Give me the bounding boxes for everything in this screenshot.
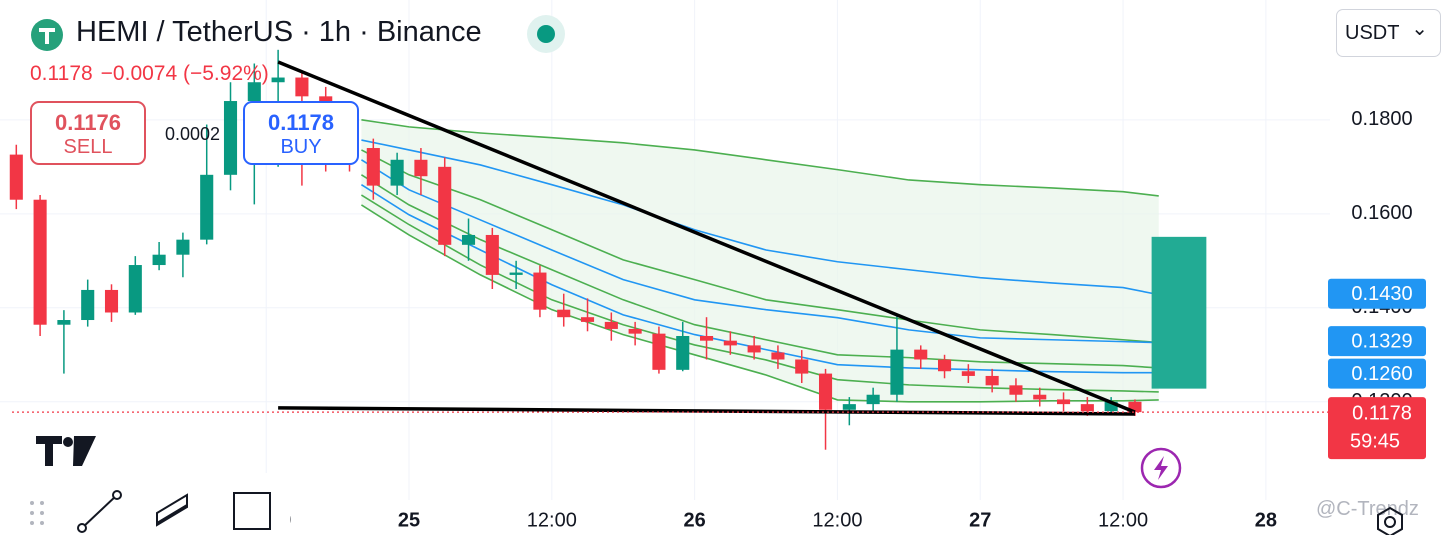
buy-label: BUY (280, 136, 322, 158)
spread: 0.0002 (165, 124, 221, 144)
candle-body (747, 345, 761, 353)
change: −0.0074 (−5.92%) (100, 62, 269, 85)
candle-body (557, 309, 571, 318)
candle-body (723, 340, 737, 346)
band-line (360, 159, 1159, 344)
trend-line (278, 406, 1135, 416)
trend-line (277, 60, 1136, 414)
last-price-label: 0.1178 (1352, 402, 1412, 424)
candle-body (937, 359, 952, 372)
band-line (360, 174, 1159, 369)
candle-body (1104, 401, 1118, 412)
price-label-box (1328, 326, 1426, 357)
candle-body (1009, 385, 1023, 395)
candle-body (818, 373, 833, 410)
settings-button[interactable] (1372, 505, 1408, 535)
candle-body (914, 349, 928, 360)
candle-body (33, 199, 47, 325)
band-line (360, 194, 1159, 393)
price-label-box (1328, 278, 1426, 309)
candle-body (81, 289, 95, 321)
y-tick-label: 0.1600 (1351, 202, 1412, 224)
candle-body (533, 272, 547, 310)
candle-body (461, 234, 476, 245)
band-line (361, 119, 1159, 197)
price-label: 0.1260 (1351, 363, 1412, 385)
price-label-box (1328, 358, 1426, 389)
buy-price: 0.1178 (267, 110, 335, 135)
x-tick-label: 25 (398, 509, 420, 531)
candle-body (152, 254, 166, 266)
y-tick-label: 0.1800 (1351, 108, 1412, 130)
candle-body (295, 77, 309, 97)
lightning-button[interactable] (1138, 446, 1184, 492)
x-tick-label: 26 (684, 509, 706, 531)
last-price: 0.1178 (30, 62, 93, 85)
candle-body (795, 359, 809, 374)
candle-body (628, 328, 642, 334)
candle-body (104, 289, 119, 313)
tether-icon (31, 19, 63, 51)
candle-body (438, 166, 452, 245)
candle-body (223, 101, 238, 175)
candle-body (1080, 404, 1094, 412)
candle-body (652, 333, 666, 370)
candle-body (1033, 394, 1047, 400)
candle-body (366, 148, 380, 186)
candle-body (128, 265, 142, 313)
candle-body (771, 352, 785, 360)
band-line (360, 204, 1159, 403)
last-price-box (1328, 397, 1426, 460)
status-dot (527, 15, 565, 53)
range-box (1151, 236, 1207, 389)
drawing-toolbar (12, 473, 290, 535)
candle-body (271, 77, 285, 83)
candle-body (390, 159, 404, 186)
candle-body (176, 239, 190, 255)
sell-label: SELL (63, 136, 113, 158)
band-line (361, 139, 1159, 296)
x-tick-label: 28 (1255, 509, 1277, 531)
candle-body (9, 154, 23, 200)
currency-select[interactable]: USDT (1336, 9, 1441, 57)
candle-body (604, 321, 618, 329)
band-line (361, 149, 1159, 344)
price-change: 0.1178 −0.0074 (−5.92%) (30, 62, 277, 86)
x-tick-label: 12:00 (812, 509, 862, 531)
price-label: 0.1329 (1351, 330, 1412, 352)
sell-price: 0.1176 (54, 110, 122, 135)
candle-body (985, 375, 999, 386)
x-tick-label: 27 (969, 509, 991, 531)
candle-body (866, 394, 880, 405)
candle-body (961, 371, 975, 376)
candle-body (57, 320, 71, 325)
candle-body (509, 272, 523, 275)
candle-body (676, 335, 690, 370)
candle-body (580, 317, 595, 322)
candle-body (1128, 401, 1142, 413)
candle-body (485, 234, 499, 275)
tools[interactable] (77, 490, 271, 533)
candle-body (200, 174, 214, 240)
x-tick-label: 12:00 (1098, 509, 1148, 531)
band-line (360, 184, 1159, 374)
candle-body (699, 335, 714, 341)
price-label: 0.1430 (1351, 283, 1412, 305)
watermark: @C-Trendz (1316, 498, 1419, 520)
tv-logo (36, 436, 96, 466)
sell-button[interactable]: 0.1176 SELL (30, 101, 146, 165)
countdown: 59:45 (1350, 430, 1400, 452)
candle-body (842, 404, 856, 410)
candle-body (247, 82, 261, 102)
buy-button[interactable]: 0.1178 BUY (243, 101, 359, 165)
x-tick-label: 12:00 (527, 509, 577, 531)
candle-body (1057, 399, 1071, 405)
symbol-title: HEMI / TetherUS · 1h · Binance (76, 16, 482, 48)
candle-body (890, 349, 904, 395)
candle-body (414, 159, 428, 177)
